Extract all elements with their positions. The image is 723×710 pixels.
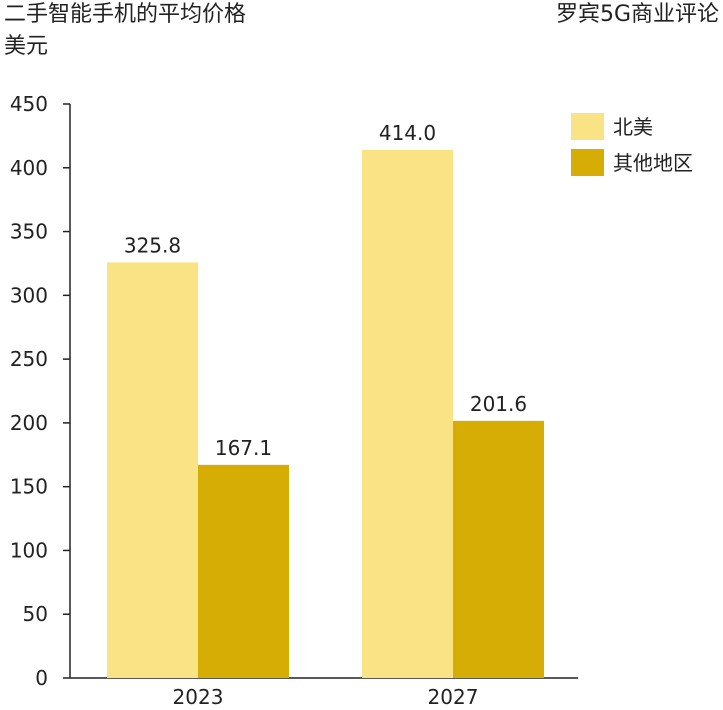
x-tick-label: 2023 [173, 685, 224, 709]
chart-title: 二手智能手机的平均价格 [4, 2, 247, 27]
y-tick-label: 0 [35, 666, 48, 690]
y-tick-label: 250 [10, 347, 48, 371]
y-axis-unit-label: 美元 [4, 34, 49, 59]
legend-swatch [571, 113, 604, 140]
data-label: 167.1 [215, 436, 272, 460]
x-axis: 2023 2027 [70, 677, 578, 709]
y-tick-label: 300 [10, 283, 48, 307]
y-axis: 0 50 100 150 200 250 300 350 400 450 [10, 92, 71, 690]
y-tick-label: 200 [10, 411, 48, 435]
bar [453, 420, 544, 678]
source-label: 罗宾5G商业评论 [555, 2, 719, 27]
x-tick-label: 2027 [428, 685, 479, 709]
bar-series-group: 325.8 414.0 167.1 201.6 [107, 121, 544, 679]
bar [107, 262, 198, 678]
y-tick-label: 400 [10, 156, 48, 180]
bar [362, 149, 453, 679]
bar [198, 464, 289, 678]
y-tick-label: 450 [10, 92, 48, 116]
y-tick-label: 350 [10, 220, 48, 244]
data-label: 414.0 [379, 121, 436, 145]
data-label: 325.8 [124, 233, 181, 257]
y-tick-label: 50 [23, 602, 48, 626]
y-tick-label: 150 [10, 475, 48, 499]
legend-swatch [571, 149, 604, 176]
legend-label: 其他地区 [613, 151, 693, 175]
legend-label: 北美 [613, 115, 653, 139]
y-tick-label: 100 [10, 538, 48, 562]
data-label: 201.6 [470, 392, 527, 416]
